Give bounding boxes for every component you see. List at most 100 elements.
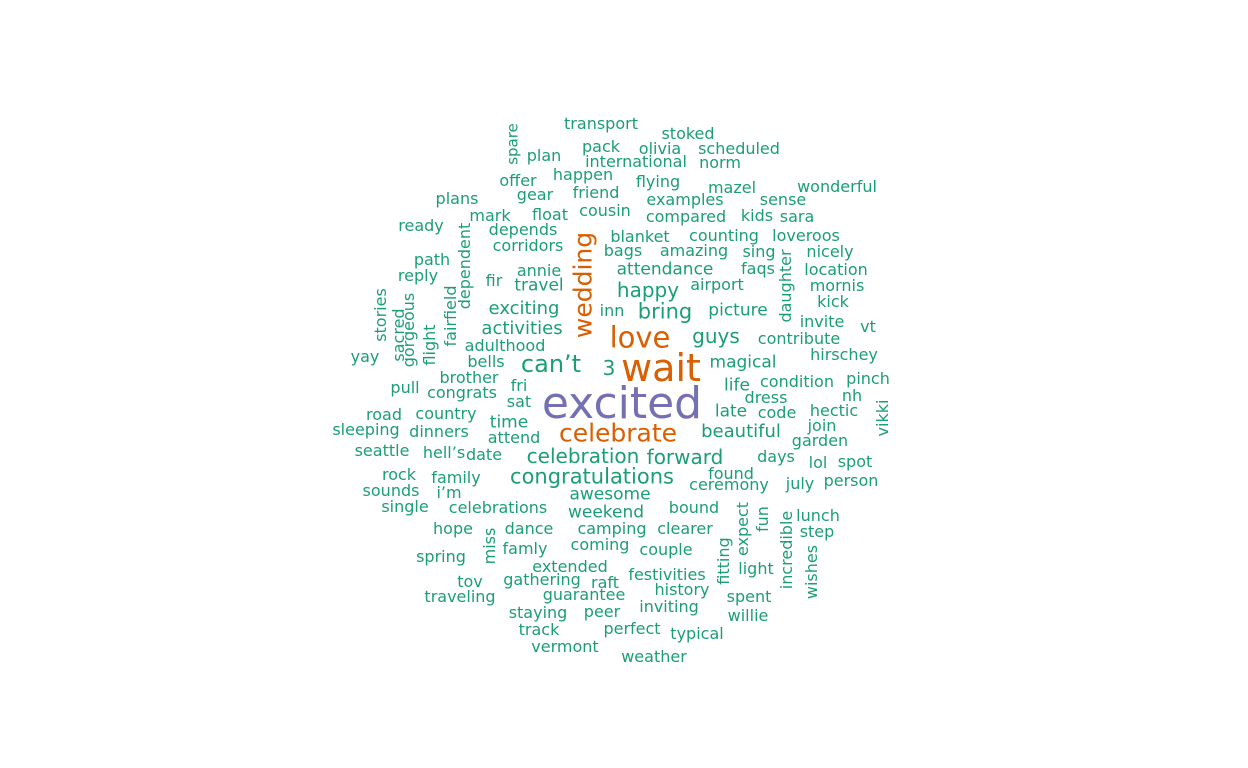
word-154: weather [621, 647, 687, 666]
word-7: celebration [526, 444, 640, 468]
word-109: rock [381, 465, 417, 484]
word-111: found [708, 464, 754, 483]
word-94: country [415, 404, 477, 423]
word-13: exciting [488, 298, 560, 319]
word-123: hope [433, 519, 473, 538]
word-33: norm [699, 153, 741, 172]
word-98: sleeping [332, 420, 400, 439]
word-54: loveroos [772, 226, 840, 245]
word-49: sara [779, 207, 815, 226]
word-112: ceremony [689, 475, 769, 494]
word-16: magical [709, 352, 777, 373]
word-5: can’t [520, 350, 582, 378]
word-143: traveling [424, 587, 496, 606]
word-52: blanket [610, 227, 670, 246]
word-134: spring [416, 547, 466, 566]
word-37: mazel [707, 178, 757, 197]
word-75: inn [599, 301, 625, 320]
word-144: guarantee [542, 585, 626, 604]
word-115: sounds [362, 481, 420, 500]
word-131: famly [502, 539, 548, 558]
word-11: guys [692, 324, 740, 348]
word-119: bound [668, 498, 720, 517]
word-57: amazing [659, 241, 729, 260]
word-14: activities [481, 318, 563, 339]
word-122: lunch [796, 506, 840, 525]
word-150: track [518, 620, 560, 639]
word-51: depends [488, 220, 558, 239]
word-35: offer [499, 171, 537, 190]
word-116: i’m [436, 483, 462, 502]
word-100: join [807, 416, 837, 435]
word-102: garden [791, 431, 849, 450]
word-103: seattle [354, 441, 410, 460]
word-141: raft [590, 573, 620, 592]
word-105: date [465, 445, 503, 464]
word-135: wishes [802, 544, 821, 600]
word-70: stories [371, 288, 390, 342]
word-4: wedding [568, 231, 598, 339]
word-153: vermont [531, 637, 599, 656]
word-86: pull [390, 378, 420, 397]
word-117: single [381, 497, 429, 516]
word-20: time [489, 412, 529, 433]
word-43: sense [759, 190, 807, 209]
word-25: transport [564, 114, 638, 133]
word-67: daughter [776, 249, 795, 323]
word-50: ready [398, 216, 444, 235]
word-139: tov [457, 572, 483, 591]
word-55: corridors [492, 236, 564, 255]
word-87: fri [510, 376, 528, 395]
word-29: olivia [638, 139, 682, 158]
word-106: days [757, 447, 795, 466]
word-93: road [366, 405, 402, 424]
word-66: fir [485, 271, 503, 290]
word-19: travel [514, 275, 564, 296]
word-96: hectic [809, 401, 859, 420]
word-47: compared [645, 207, 727, 226]
word-36: flying [635, 172, 681, 191]
word-44: cousin [579, 201, 631, 220]
word-65: reply [397, 266, 439, 285]
word-12: happy [616, 278, 680, 302]
word-89: congrats [427, 383, 497, 402]
word-120: expect [733, 501, 752, 557]
word-136: extended [532, 557, 608, 576]
word-125: camping [577, 519, 647, 538]
word-48: kids [740, 206, 774, 225]
word-27: stoked [661, 124, 715, 143]
word-32: international [585, 152, 687, 171]
word-78: vt [860, 317, 876, 336]
word-149: willie [727, 606, 769, 625]
word-72: kick [817, 292, 849, 311]
word-121: fun [753, 506, 772, 532]
word-9: forward [646, 445, 724, 469]
word-60: path [413, 250, 451, 269]
word-90: dress [744, 388, 788, 407]
word-26: spare [503, 123, 522, 165]
word-2: love [609, 320, 671, 355]
word-46: float [532, 205, 568, 224]
word-128: step [799, 522, 835, 541]
word-28: pack [581, 137, 621, 156]
word-127: incredible [777, 510, 796, 590]
word-97: vikki [873, 399, 892, 437]
word-0: excited [541, 378, 703, 429]
word-45: mark [469, 206, 511, 225]
word-68: airport [690, 275, 744, 294]
word-126: clearer [657, 519, 713, 538]
word-137: light [738, 559, 774, 578]
word-148: peer [583, 602, 621, 621]
word-34: happen [552, 165, 614, 184]
word-74: sacred [389, 308, 408, 362]
word-23: late [714, 401, 748, 422]
word-129: miss [480, 527, 499, 565]
word-22: weekend [567, 502, 645, 523]
word-81: yay [350, 347, 380, 366]
word-56: bags [603, 241, 643, 260]
word-92: sat [506, 392, 532, 411]
word-18: attendance [616, 259, 714, 280]
word-10: bring [637, 299, 693, 324]
word-152: typical [670, 624, 724, 643]
word-113: july [785, 474, 815, 493]
